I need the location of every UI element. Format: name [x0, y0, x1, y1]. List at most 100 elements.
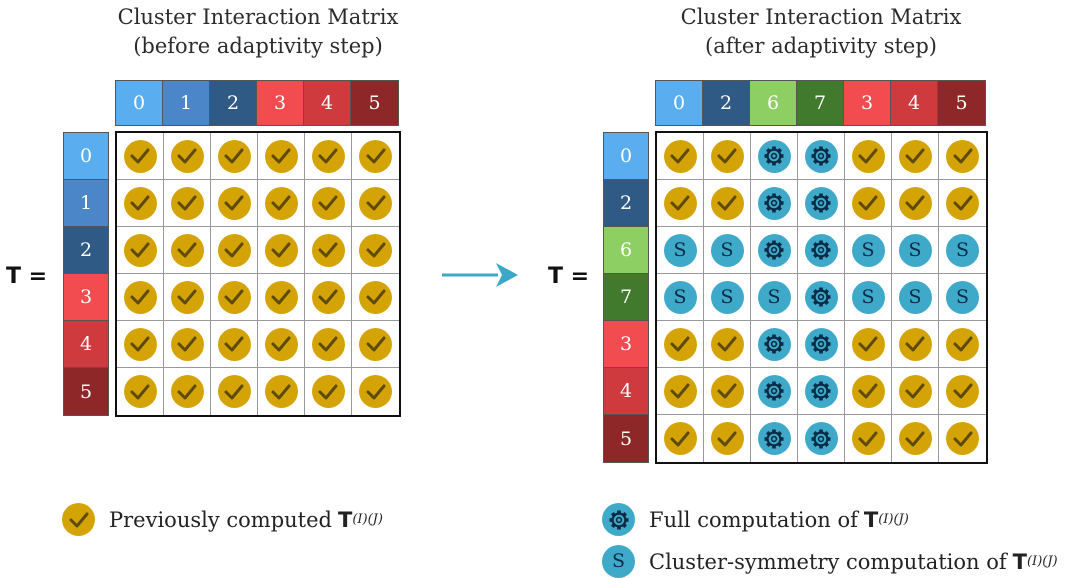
- matrix-cell: S: [751, 274, 798, 321]
- column-label: 5: [351, 81, 398, 125]
- symmetry-letter: S: [720, 238, 734, 261]
- row-label: 7: [604, 274, 648, 321]
- left-title: Cluster Interaction Matrix (before adapt…: [98, 3, 418, 61]
- check-icon: [710, 139, 744, 173]
- matrix-cell: [798, 321, 845, 368]
- matrix-cell: [164, 274, 211, 321]
- row-label: 4: [64, 321, 108, 368]
- matrix-cell: [352, 274, 399, 321]
- symmetry-letter: S: [955, 238, 970, 261]
- matrix-cell: [845, 415, 892, 462]
- check-icon: [217, 186, 251, 220]
- check-icon: [663, 186, 697, 220]
- column-label: 4: [891, 81, 938, 125]
- symmetry-letter: S: [908, 238, 922, 261]
- symmetry-letter: S: [861, 285, 875, 308]
- matrix-cell: [704, 415, 751, 462]
- matrix-cell: [211, 368, 258, 415]
- matrix-cell: [751, 368, 798, 415]
- check-icon: [663, 327, 697, 361]
- symmetry-icon: S: [602, 545, 635, 578]
- matrix-cell: [305, 368, 352, 415]
- gear-icon: [757, 186, 791, 220]
- check-icon: [217, 280, 251, 314]
- gear-icon: [757, 233, 791, 267]
- legend-t-superscript: (I)(J): [1026, 554, 1058, 569]
- gear-icon: [757, 139, 791, 173]
- matrix-cell: [939, 415, 986, 462]
- symmetry-icon: S: [946, 280, 979, 314]
- matrix-cell: [939, 321, 986, 368]
- matrix-cell: [798, 133, 845, 180]
- legend-symmetry: S Cluster-symmetry computation of T (I)(J…: [602, 545, 1058, 578]
- matrix-cell: [751, 415, 798, 462]
- check-icon: [898, 374, 932, 408]
- column-label: 0: [656, 81, 703, 125]
- check-icon: [946, 186, 979, 220]
- matrix-cell: [117, 180, 164, 227]
- matrix-cell: [164, 180, 211, 227]
- check-icon: [710, 374, 744, 408]
- right-matrix-grid: S S S S S S S S S S S: [655, 131, 988, 464]
- symmetry-icon: S: [663, 280, 697, 314]
- check-icon: [123, 327, 157, 361]
- matrix-cell: S: [704, 227, 751, 274]
- matrix-cell: [939, 368, 986, 415]
- matrix-cell: [704, 133, 751, 180]
- matrix-cell: [352, 133, 399, 180]
- check-icon: [123, 186, 157, 220]
- matrix-cell: [939, 133, 986, 180]
- check-icon: [170, 233, 204, 267]
- arrow-icon: [442, 263, 518, 287]
- check-icon: [217, 327, 251, 361]
- matrix-cell: [211, 180, 258, 227]
- matrix-cell: [352, 321, 399, 368]
- matrix-cell: [352, 368, 399, 415]
- symmetry-icon: S: [898, 233, 932, 267]
- matrix-cell: [845, 180, 892, 227]
- check-icon: [663, 422, 697, 455]
- check-icon: [663, 374, 697, 408]
- gear-icon: [804, 186, 838, 220]
- left-title-line2: (before adaptivity step): [133, 34, 383, 58]
- matrix-cell: [305, 133, 352, 180]
- row-label: 2: [604, 180, 648, 227]
- gear-icon: [757, 374, 791, 408]
- check-icon: [851, 422, 885, 455]
- symmetry-letter: S: [767, 285, 781, 308]
- row-label: 1: [64, 180, 108, 227]
- matrix-cell: [892, 180, 939, 227]
- check-icon: [311, 327, 345, 361]
- check-icon: [359, 139, 392, 173]
- matrix-cell: [657, 321, 704, 368]
- matrix-cell: [657, 368, 704, 415]
- check-icon: [311, 280, 345, 314]
- row-label: 5: [64, 368, 108, 415]
- check-icon: [264, 139, 298, 173]
- matrix-cell: [258, 321, 305, 368]
- matrix-cell: S: [845, 227, 892, 274]
- check-icon: [898, 139, 932, 173]
- matrix-cell: [798, 180, 845, 227]
- symmetry-icon: S: [851, 233, 885, 267]
- row-label: 4: [604, 368, 648, 415]
- check-icon: [359, 280, 392, 314]
- matrix-cell: [798, 227, 845, 274]
- check-icon: [62, 503, 95, 536]
- check-icon: [123, 375, 157, 408]
- check-icon: [217, 375, 251, 408]
- check-icon: [946, 327, 979, 361]
- check-icon: [359, 186, 392, 220]
- column-label: 0: [116, 81, 163, 125]
- right-t-equals: T =: [548, 264, 590, 289]
- column-label: 3: [257, 81, 304, 125]
- matrix-cell: S: [939, 274, 986, 321]
- check-icon: [217, 139, 251, 173]
- row-label: 5: [604, 415, 648, 462]
- matrix-cell: [305, 321, 352, 368]
- symmetry-icon: S: [710, 280, 744, 314]
- matrix-cell: [657, 180, 704, 227]
- check-icon: [710, 327, 744, 361]
- matrix-cell: [892, 368, 939, 415]
